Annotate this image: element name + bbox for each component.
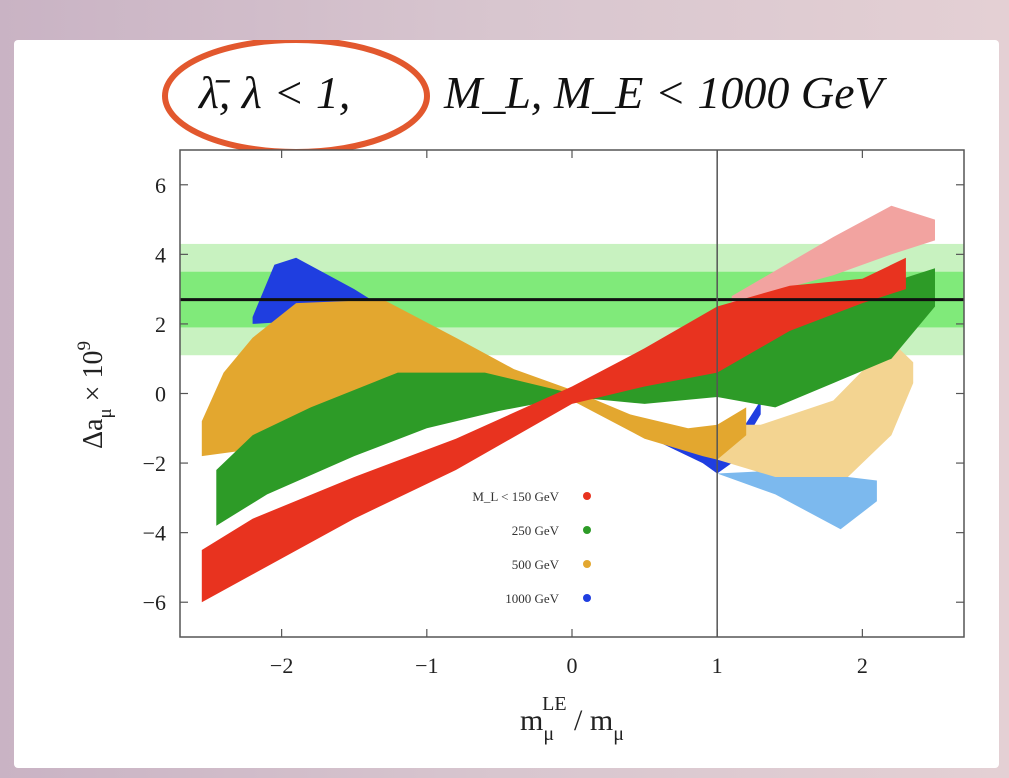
series-region-light-0 (717, 470, 877, 530)
legend-marker-0 (583, 492, 591, 500)
legend-label-1: 250 GeV (512, 523, 560, 538)
y-tick-label-3: 0 (155, 382, 166, 407)
legend-marker-2 (583, 560, 591, 568)
chart-title-masses: M_L, M_E < 1000 GeV (443, 67, 887, 118)
figure-panel: λ̄, λ < 1, M_L, M_E < 1000 GeV −2 −1 0 1 2 −6… (14, 40, 999, 768)
y-tick-label-5: 4 (155, 242, 166, 267)
legend-label-2: 500 GeV (512, 557, 560, 572)
y-axis-label: Δaμ × 109 (74, 341, 116, 449)
series-region-light-1 (717, 341, 914, 477)
legend: M_L < 150 GeV 250 GeV 500 GeV 1000 GeV (472, 489, 591, 606)
x-tick-label-0: −2 (270, 653, 293, 678)
y-tick-label-4: 2 (155, 312, 166, 337)
y-tick-label-1: −4 (143, 521, 166, 546)
legend-marker-3 (583, 594, 591, 602)
chart-title-condition: λ̄, λ < 1, (197, 67, 350, 118)
y-tick-label-2: −2 (143, 451, 166, 476)
scatter-chart: λ̄, λ < 1, M_L, M_E < 1000 GeV −2 −1 0 1 2 −6… (74, 40, 965, 745)
y-tick-label-6: 6 (155, 173, 166, 198)
series-region-3 (201, 257, 906, 603)
legend-label-3: 1000 GeV (505, 591, 559, 606)
legend-label-0: M_L < 150 GeV (472, 489, 559, 504)
legend-marker-1 (583, 526, 591, 534)
x-tick-label-1: −1 (415, 653, 438, 678)
x-tick-label-4: 2 (857, 653, 868, 678)
x-tick-label-3: 1 (712, 653, 723, 678)
series-region-light-3 (731, 205, 935, 304)
y-tick-label-0: −6 (143, 590, 166, 615)
x-axis-label: mμLE / mμ (520, 693, 624, 745)
x-tick-label-2: 0 (567, 653, 578, 678)
